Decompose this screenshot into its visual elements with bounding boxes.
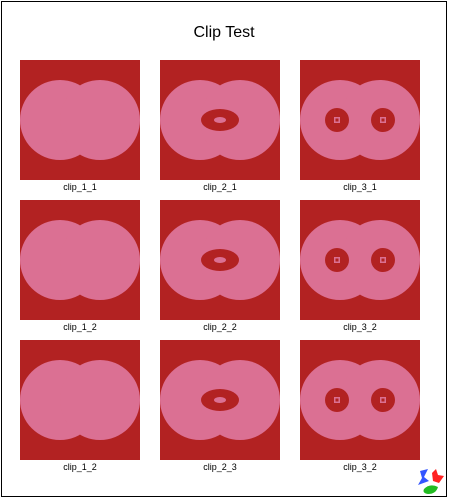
clip-tile-label: clip_1_2 bbox=[63, 322, 97, 332]
clip-tile: clip_2_2 bbox=[160, 200, 280, 332]
center-dot bbox=[214, 117, 226, 123]
clip-tile-label: clip_3_2 bbox=[343, 322, 377, 332]
clip-tile-image bbox=[300, 200, 420, 320]
right-dot-center bbox=[381, 258, 385, 262]
clip-tile: clip_1_2 bbox=[20, 200, 140, 332]
center-dot bbox=[214, 257, 226, 263]
right-disc bbox=[200, 220, 280, 300]
clip-tile: clip_1_1 bbox=[20, 60, 140, 192]
clip-tile: clip_2_1 bbox=[160, 60, 280, 192]
right-disc bbox=[200, 360, 280, 440]
clip-tile-image bbox=[160, 60, 280, 180]
clip-tile: clip_2_3 bbox=[160, 340, 280, 472]
clip-tile-label: clip_2_2 bbox=[203, 322, 237, 332]
clip-tile: clip_3_1 bbox=[300, 60, 420, 192]
clip-tile: clip_1_2 bbox=[20, 340, 140, 472]
right-disc bbox=[200, 80, 280, 160]
left-dot-center bbox=[335, 398, 339, 402]
clip-tile-image bbox=[160, 340, 280, 460]
right-disc bbox=[60, 80, 140, 160]
clip-tile: clip_3_2 bbox=[300, 200, 420, 332]
clip-tile: clip_3_2 bbox=[300, 340, 420, 472]
colored-blobs-logo-icon bbox=[418, 469, 444, 494]
clip-tile-image bbox=[300, 60, 420, 180]
clip-tile-label: clip_2_3 bbox=[203, 462, 237, 472]
clip-tile-label: clip_3_1 bbox=[343, 182, 377, 192]
clip-tile-image bbox=[20, 60, 140, 180]
left-dot-center bbox=[335, 258, 339, 262]
clip-tile-label: clip_3_2 bbox=[343, 462, 377, 472]
clip-tile-label: clip_1_2 bbox=[63, 462, 97, 472]
right-disc bbox=[60, 360, 140, 440]
clip-tile-label: clip_2_1 bbox=[203, 182, 237, 192]
right-dot-center bbox=[381, 118, 385, 122]
clip-tile-image bbox=[300, 340, 420, 460]
center-dot bbox=[214, 397, 226, 403]
clip-tile-image bbox=[20, 340, 140, 460]
clip-tile-label: clip_1_1 bbox=[63, 182, 97, 192]
clip-tile-image bbox=[20, 200, 140, 320]
clip-tile-image bbox=[160, 200, 280, 320]
left-dot-center bbox=[335, 118, 339, 122]
right-disc bbox=[60, 220, 140, 300]
right-dot-center bbox=[381, 398, 385, 402]
page-title: Clip Test bbox=[193, 24, 255, 41]
